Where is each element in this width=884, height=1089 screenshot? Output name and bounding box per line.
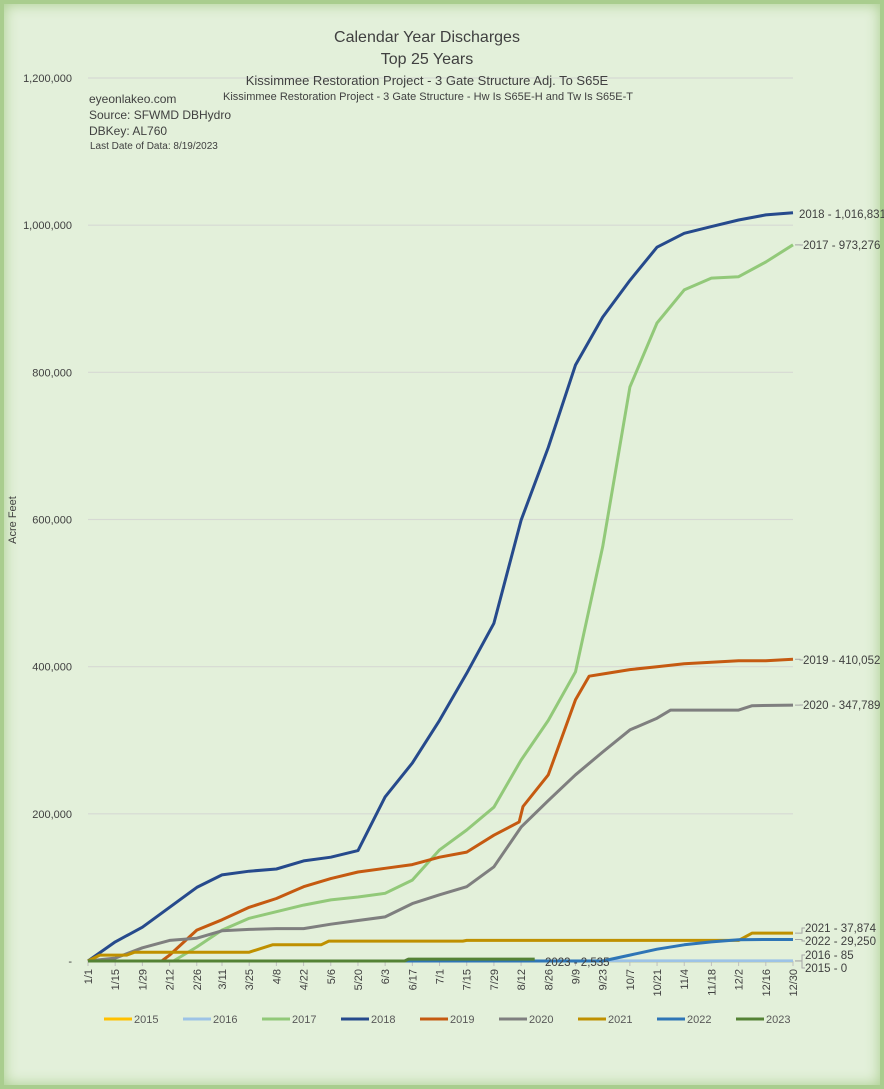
chart-subtitle: Top 25 Years [381,51,474,68]
end-label-leader [795,954,805,962]
x-tick-label: 12/16 [761,969,773,997]
y-tick-label: 400,000 [32,662,72,674]
chart-subtitle-3: Kissimmee Restoration Project - 3 Gate S… [223,91,633,103]
chart-subtitle-2: Kissimmee Restoration Project - 3 Gate S… [246,73,609,88]
x-tick-label: 5/20 [353,969,365,990]
y-tick-label: 1,000,000 [23,220,72,232]
x-tick-label: 12/30 [788,969,800,997]
x-tick-label: 7/29 [489,969,501,990]
x-tick-label: 11/18 [706,969,718,996]
source-note-last-date: Last Date of Data: 8/19/2023 [90,141,218,152]
x-tick-label: 7/1 [435,969,447,984]
x-tick-label: 3/25 [244,969,256,990]
end-label-2022: 2022 - 29,250 [805,936,876,948]
end-label-2016: 2016 - 85 [805,950,854,962]
source-note-website: eyeonlakeo.com [89,92,176,106]
legend-label-2023: 2023 [766,1014,790,1026]
legend-label-2018: 2018 [371,1014,395,1026]
end-label-2015: 2015 - 0 [805,963,847,975]
legend: 2015 2016 2017 2018 2019 2020 2021 2022 2023 [104,1014,790,1026]
series-lines [87,211,794,963]
x-tick-label: 6/3 [380,969,392,984]
legend-label-2016: 2016 [213,1014,237,1026]
y-tick-label: 800,000 [32,367,72,379]
x-tick-label: 4/8 [271,969,283,984]
source-note-dbkey: DBKey: AL760 [89,124,167,138]
y-tick-label: 600,000 [32,515,72,527]
end-label-leader [795,658,803,661]
series-line-2017 [88,243,794,963]
x-tick-label: 10/7 [625,969,637,990]
end-label-2023: 2023 - 2,535 [545,957,610,969]
x-tick-label: 8/12 [516,969,528,990]
end-label-2017: 2017 - 973,276 [803,240,880,252]
x-tick-label: 11/4 [679,969,691,990]
x-tick-label: 10/21 [652,969,664,997]
x-tick-label: 9/9 [570,969,582,984]
x-tick-label: 9/23 [598,969,610,990]
x-tick-label: 12/2 [734,969,746,990]
series-line-2019 [88,657,794,963]
x-tick-label: 1/29 [137,969,149,990]
end-label-leader [795,938,805,942]
legend-label-2022: 2022 [687,1014,711,1026]
x-tick-label: 8/26 [543,969,555,990]
x-tick-label: 7/15 [462,969,474,990]
y-tick-label: 1,200,000 [23,73,72,85]
legend-label-2020: 2020 [529,1014,553,1026]
x-tick-label: 6/17 [407,969,419,990]
legend-label-2015: 2015 [134,1014,158,1026]
source-note-source: Source: SFWMD DBHydro [89,108,231,122]
end-label-2019: 2019 - 410,052 [803,655,880,667]
series-line-2020 [87,703,794,963]
end-label-leader [795,927,805,934]
x-tick-label: 5/6 [326,969,338,984]
end-label-2021: 2021 - 37,874 [805,923,877,935]
y-tick-label: - [68,956,72,968]
legend-label-2021: 2021 [608,1014,632,1026]
x-tick-label: 2/26 [192,969,204,990]
end-label-leader [795,960,805,969]
x-tick-label: 2/12 [165,969,177,990]
y-axis-ticks: - 200,000 400,000 600,000 800,000 1,000,000 1,… [23,73,72,968]
series-line-2018 [87,211,794,963]
end-label-2020: 2020 - 347,789 [803,700,880,712]
series-line-2023 [88,957,535,963]
legend-label-2017: 2017 [292,1014,316,1026]
y-tick-label: 200,000 [32,809,72,821]
end-label-2018: 2018 - 1,016,831 [799,209,884,221]
x-tick-label: 3/11 [217,969,229,990]
y-axis-title: Acre Feet [7,496,19,544]
x-tick-label: 1/1 [83,969,95,984]
legend-label-2019: 2019 [450,1014,474,1026]
x-tick-label: 4/22 [299,969,311,990]
gridlines [88,77,793,962]
chart-title: Calendar Year Discharges [334,29,520,46]
x-axis-ticks: 1/1 1/15 1/29 2/12 2/26 3/11 3/25 4/8 4/22 5/6 5/2… [83,961,800,997]
x-tick-label: 1/15 [110,969,122,990]
series-line-2022 [88,938,793,963]
